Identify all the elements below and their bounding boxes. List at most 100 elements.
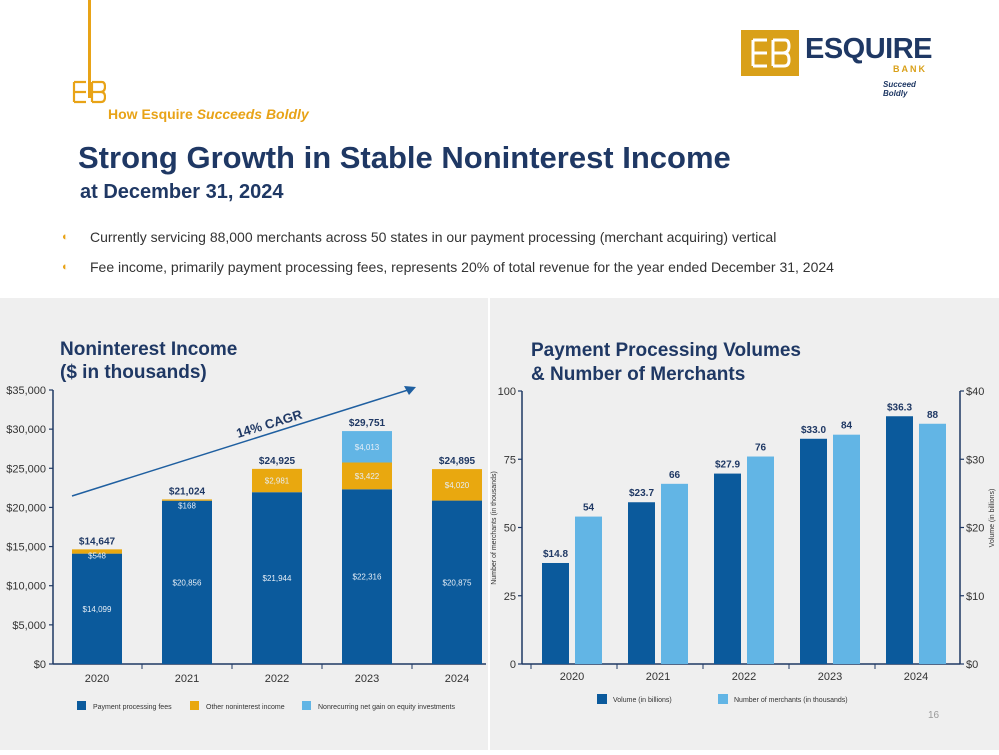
bar-total-label: $29,751 xyxy=(349,418,386,429)
bar xyxy=(919,423,946,664)
y-tick-label: $0 xyxy=(34,659,46,671)
y-tick-label: $5,000 xyxy=(12,620,46,632)
logo-bank-text: BANK xyxy=(893,64,927,74)
bullet-text: Fee income, primarily payment processing… xyxy=(90,259,834,275)
x-tick-label: 2020 xyxy=(560,671,584,683)
bar-segment-label: $168 xyxy=(178,501,196,510)
bar-segment-label: $4,020 xyxy=(445,481,470,490)
y-tick-label: $35,000 xyxy=(6,385,46,397)
y-right-tick-label: $20 xyxy=(966,523,984,535)
bar-value-label: 54 xyxy=(583,503,595,514)
x-tick-label: 2024 xyxy=(445,673,469,685)
legend-swatch xyxy=(302,701,311,710)
y-right-tick-label: $0 xyxy=(966,659,978,671)
legend-label: Nonrecurring net gain on equity investme… xyxy=(318,704,455,711)
bar-segment xyxy=(162,499,212,501)
y-right-tick-label: $30 xyxy=(966,454,984,466)
legend-swatch xyxy=(190,701,199,710)
bullet-item: ◐ Currently servicing 88,000 merchants a… xyxy=(62,229,776,245)
y-tick-label: $10,000 xyxy=(6,581,46,593)
y-right-tick-label: $10 xyxy=(966,591,984,603)
legend-swatch xyxy=(718,694,728,704)
bar-segment-label: $21,944 xyxy=(263,574,292,583)
logo-mark xyxy=(741,30,799,76)
tagline-prefix: How Esquire xyxy=(108,106,193,122)
bar-total-label: $24,895 xyxy=(439,456,476,467)
bar-segment xyxy=(72,553,122,664)
gold-vertical-rule xyxy=(88,0,91,98)
bar xyxy=(714,473,741,664)
bar-value-label: 88 xyxy=(927,410,939,421)
esquire-bank-logo: ESQUIRE BANK Succeed Boldly xyxy=(741,28,941,98)
bar-value-label: 84 xyxy=(841,421,853,432)
chart-title-line: Noninterest Income xyxy=(60,339,237,360)
bar-segment xyxy=(432,469,482,501)
y-tick-label: 75 xyxy=(504,454,516,466)
logo-slogan: Succeed Boldly xyxy=(883,80,916,98)
bar xyxy=(800,438,827,664)
bar-segment-label: $22,316 xyxy=(353,573,382,582)
bar xyxy=(833,434,860,664)
legend-label: Other noninterest income xyxy=(206,704,285,711)
bar xyxy=(661,483,688,664)
y-tick-label: 25 xyxy=(504,591,516,603)
bar xyxy=(542,562,569,664)
x-tick-label: 2023 xyxy=(355,673,379,685)
bar-value-label: $33.0 xyxy=(801,425,826,436)
bar-segment-label: $20,875 xyxy=(443,578,472,587)
x-tick-label: 2024 xyxy=(904,671,928,683)
x-tick-label: 2021 xyxy=(646,671,670,683)
chart-title-line: & Number of Merchants xyxy=(531,364,745,385)
bullet-marker-icon: ◐ xyxy=(62,261,69,273)
y-tick-label: $20,000 xyxy=(6,502,46,514)
bar-segment xyxy=(342,489,392,664)
legend-label: Volume (in billions) xyxy=(613,697,672,704)
bar xyxy=(628,502,655,664)
y-tick-label: 0 xyxy=(510,659,516,671)
logo-eb-icon xyxy=(751,38,791,68)
tagline-emphasis: Succeeds Boldly xyxy=(196,106,309,122)
y-axis-right-label: Volume (in billions) xyxy=(989,489,996,548)
payment-volumes-chart: Payment Processing Volumes & Number of Me… xyxy=(491,340,996,704)
y-tick-label: $25,000 xyxy=(6,463,46,475)
logo-name: ESQUIRE xyxy=(805,33,933,65)
bar-value-label: $14.8 xyxy=(543,549,568,560)
cagr-arrow-head-icon xyxy=(404,386,416,395)
eb-monogram-icon xyxy=(72,80,106,104)
y-axis-label: Number of merchants (in thousands) xyxy=(491,471,498,585)
bar-value-label: $27.9 xyxy=(715,460,740,471)
payment-volumes-panel: Payment Processing Volumes & Number of Me… xyxy=(490,298,999,750)
legend-label: Payment processing fees xyxy=(93,704,172,711)
y-right-tick-label: $40 xyxy=(966,386,984,398)
chart-title-line: ($ in thousands) xyxy=(60,362,207,383)
bar xyxy=(575,516,602,664)
bar-segment xyxy=(252,468,302,493)
bar-segment-label: $548 xyxy=(88,551,106,560)
bar-segment-label: $3,422 xyxy=(355,472,380,481)
page-number: 16 xyxy=(928,710,940,721)
bar-segment-label: $2,981 xyxy=(265,477,290,486)
x-tick-label: 2023 xyxy=(818,671,842,683)
legend-swatch xyxy=(77,701,86,710)
cagr-arrow-line xyxy=(71,389,409,497)
cagr-annotation: 14% CAGR xyxy=(234,406,304,440)
bullet-item: ◐ Fee income, primarily payment processi… xyxy=(62,259,834,275)
y-tick-label: $30,000 xyxy=(6,424,46,436)
y-tick-label: $15,000 xyxy=(6,542,46,554)
x-tick-label: 2022 xyxy=(265,673,289,685)
bar-segment-label: $20,856 xyxy=(173,578,202,587)
noninterest-income-chart: Noninterest Income($ in thousands) $0 $5,0… xyxy=(6,339,503,711)
y-tick-label: 50 xyxy=(504,523,516,535)
bar-segment xyxy=(342,462,392,490)
bullet-text: Currently servicing 88,000 merchants acr… xyxy=(90,229,777,245)
bar-segment xyxy=(432,500,482,664)
page-title: Strong Growth in Stable Noninterest Inco… xyxy=(78,140,731,175)
tagline: How Esquire Succeeds Boldly xyxy=(108,106,309,122)
bar-segment-label: $14,099 xyxy=(83,605,112,614)
bar-value-label: 66 xyxy=(669,470,681,481)
bar-total-label: $24,925 xyxy=(259,456,296,467)
bar xyxy=(886,416,913,664)
bar-value-label: 76 xyxy=(755,443,767,454)
bar-segment-label: $4,013 xyxy=(355,443,380,452)
legend-label: Number of merchants (in thousands) xyxy=(734,697,848,704)
